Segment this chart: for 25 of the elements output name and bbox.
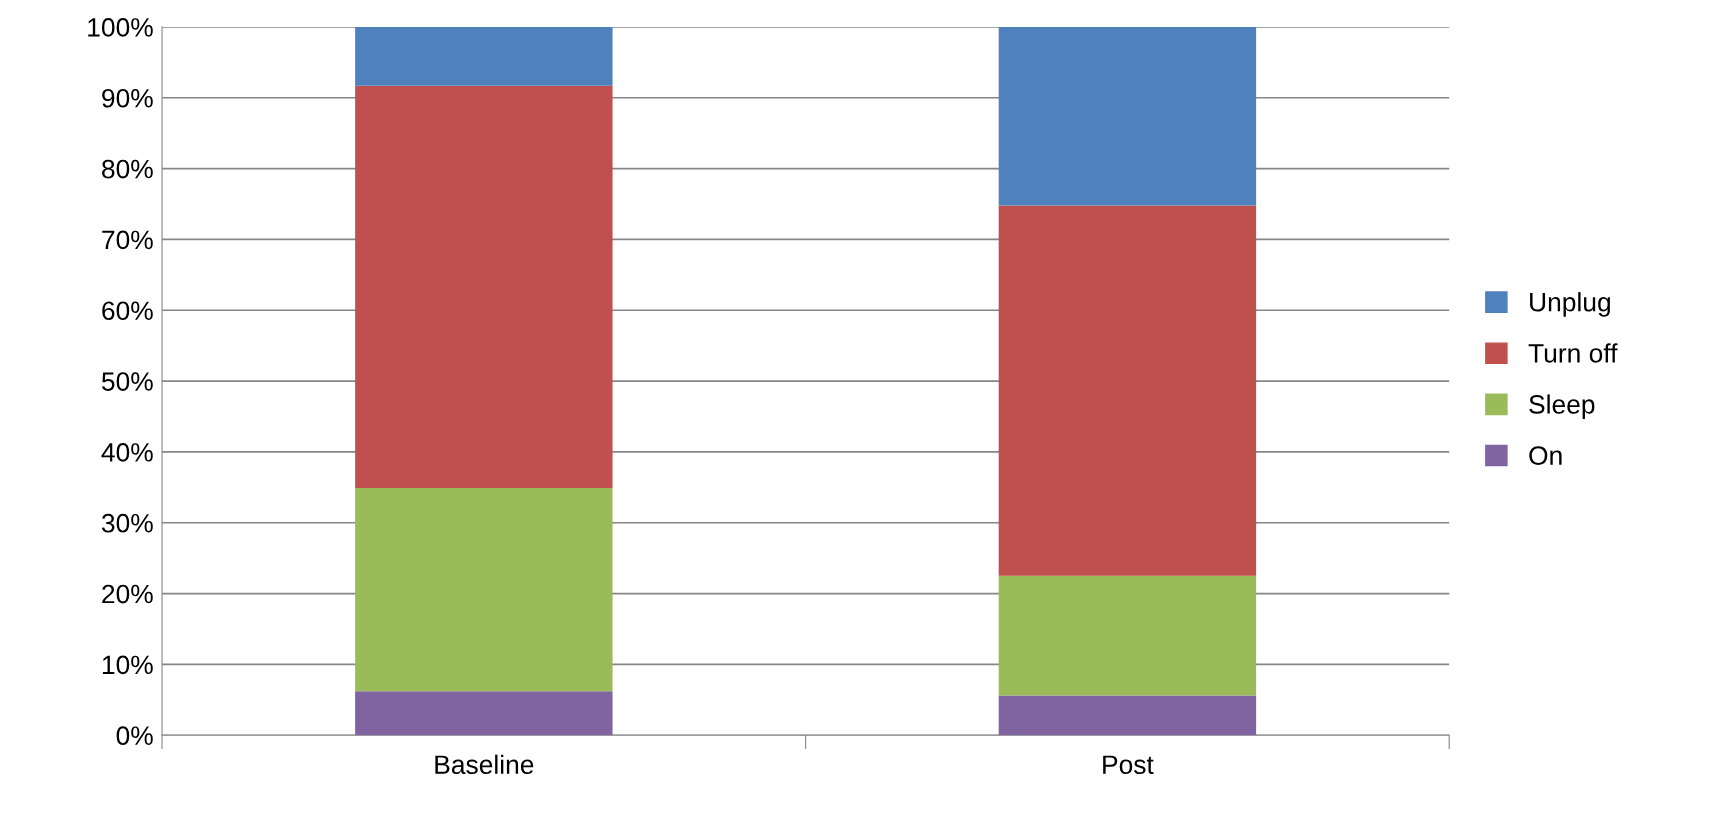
y-tick-label: 40% xyxy=(101,443,153,462)
y-tick-label: 70% xyxy=(102,230,153,250)
bar xyxy=(998,575,1257,696)
legend-label: Sleep xyxy=(1529,394,1595,420)
y-tick-label: 80% xyxy=(102,159,153,179)
y-tick-label: 100% xyxy=(88,18,153,37)
y-tick-label: 10% xyxy=(102,655,153,675)
legend-label: Turn off xyxy=(1528,343,1618,363)
bar xyxy=(998,205,1257,576)
y-tick-label: 30% xyxy=(101,513,153,533)
y-tick-label: 50% xyxy=(101,372,153,391)
bar xyxy=(355,488,613,692)
bar xyxy=(998,695,1257,736)
x-tick-label: Post xyxy=(1103,755,1154,775)
bar xyxy=(355,691,613,736)
y-tick-label: 0% xyxy=(116,726,153,746)
bar xyxy=(355,85,613,489)
legend-label: On xyxy=(1529,446,1562,465)
y-tick-label: 90% xyxy=(102,88,153,108)
x-tick-label: Baseline xyxy=(435,754,534,775)
y-tick-label: 60% xyxy=(102,301,153,321)
legend-label: Unplug xyxy=(1530,292,1610,317)
bar xyxy=(355,26,613,86)
bar xyxy=(998,26,1257,206)
y-tick-label: 20% xyxy=(102,584,153,604)
